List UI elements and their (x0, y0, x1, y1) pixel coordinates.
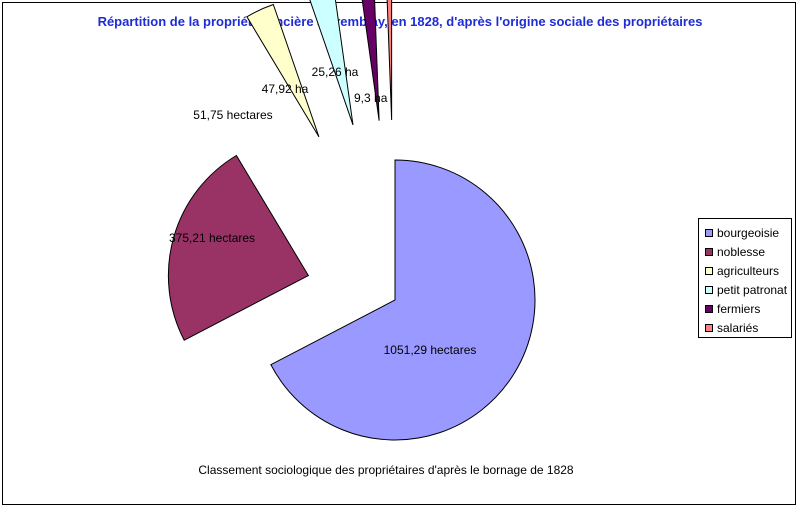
legend-swatch-fermiers (705, 304, 713, 313)
data-label-noblesse: 375,21 hectares (169, 231, 255, 245)
pie-slice-noblesse (167, 154, 310, 341)
legend-item-agriculteurs: agriculteurs (705, 261, 791, 280)
legend-swatch-salaries (705, 323, 713, 332)
legend-swatch-noblesse (705, 247, 713, 256)
chart-subtitle: Classement sociologique des propriétaire… (198, 463, 574, 477)
legend-label-agriculteurs: agriculteurs (717, 263, 780, 278)
legend-item-fermiers: fermiers (705, 299, 791, 318)
pie-slice-bourgeoisie (270, 159, 536, 441)
data-label-bourgeoisie: 1051,29 hectares (384, 343, 477, 357)
legend-label-salaries: salariés (717, 320, 759, 335)
pie-data-labels: 1051,29 hectares 375,21 hectares 51,75 hec… (169, 65, 476, 357)
legend-item-salaries: salariés (705, 318, 791, 337)
pie-slice-petit-patronat (309, 0, 354, 126)
data-label-salaries: 9,3 ha (354, 91, 388, 105)
legend-swatch-agriculteurs (705, 266, 713, 275)
legend-swatch-petit-patronat (705, 285, 713, 294)
legend-label-fermiers: fermiers (717, 301, 761, 316)
data-label-petit-patronat: 47,92 ha (262, 82, 309, 96)
legend-label-noblesse: noblesse (717, 244, 766, 259)
pie-slice-salaries (386, 0, 393, 121)
pie-slices (167, 0, 536, 441)
chart-legend: bourgeoisie noblesse agriculteurs petit … (698, 218, 792, 338)
legend-item-bourgeoisie: bourgeoisie (705, 223, 791, 242)
legend-swatch-bourgeoisie (705, 228, 713, 237)
pie-slice-fermiers (361, 0, 380, 121)
legend-item-petit-patronat: petit patronat (705, 280, 791, 299)
data-label-fermiers: 25,26 ha (312, 65, 359, 79)
pie-slice-agriculteurs (246, 3, 320, 138)
legend-item-noblesse: noblesse (705, 242, 791, 261)
legend-label-bourgeoisie: bourgeoisie (717, 225, 780, 240)
data-label-agriculteurs: 51,75 hectares (193, 108, 272, 122)
legend-label-petit-patronat: petit patronat (717, 282, 788, 297)
